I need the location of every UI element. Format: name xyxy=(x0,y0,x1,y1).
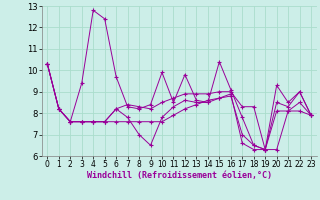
X-axis label: Windchill (Refroidissement éolien,°C): Windchill (Refroidissement éolien,°C) xyxy=(87,171,272,180)
